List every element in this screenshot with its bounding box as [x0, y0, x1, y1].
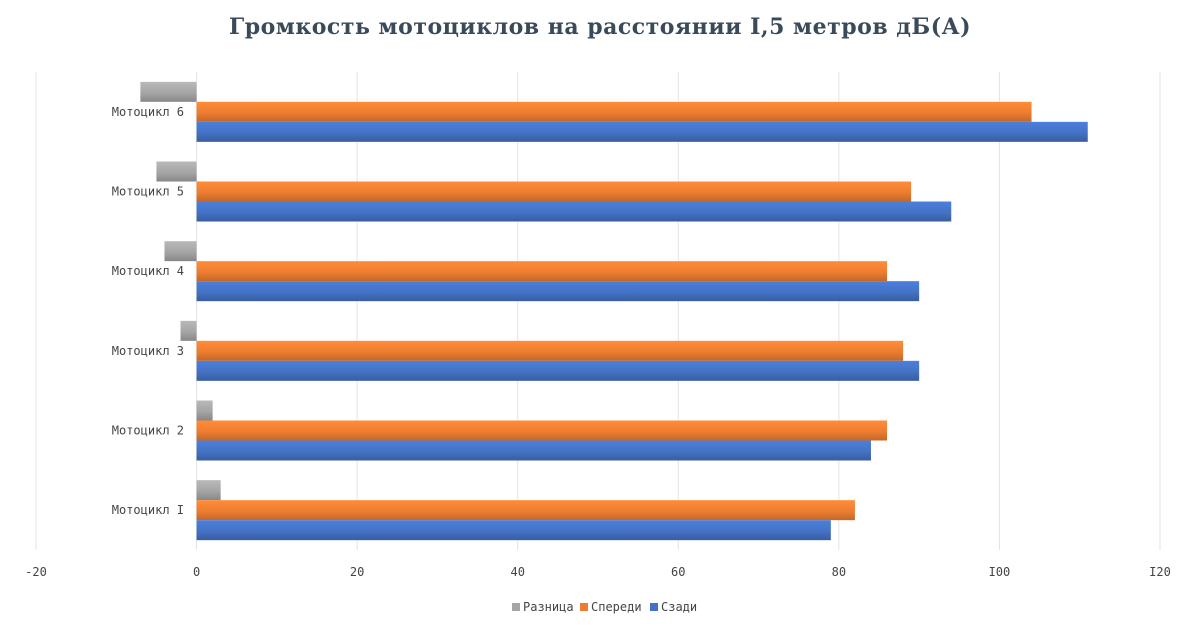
bar-Разница-Мотоцикл-2: [196, 400, 213, 421]
legend: Разница Спереди Сзади: [512, 600, 697, 614]
legend-label: Разница: [523, 600, 574, 614]
chart-title: Громкость мотоциклов на расстоянии I,5 м…: [229, 14, 971, 40]
bar-Спереди-Мотоцикл-I: [196, 500, 855, 521]
x-tick-label: -20: [25, 565, 47, 579]
x-tick-label: I00: [989, 565, 1011, 579]
bar-Разница-Мотоцикл-4: [164, 241, 197, 262]
category-label: Мотоцикл 2: [112, 424, 184, 438]
x-tick-label: 20: [350, 565, 364, 579]
bar-Сзади-Мотоцикл-4: [196, 281, 920, 302]
category-labels: Мотоцикл I Мотоцикл 2 Мотоцикл 3 Мотоцикл 4…: [112, 105, 184, 517]
category-label: Мотоцикл 5: [112, 185, 184, 199]
bars: [140, 81, 1088, 541]
x-axis-tick-labels: -20 0 20 40 60 80 I00 I20: [25, 565, 1171, 579]
legend-swatch: [650, 603, 658, 611]
bar-Сзади-Мотоцикл-6: [196, 121, 1088, 142]
x-tick-label: 80: [832, 565, 846, 579]
bar-Разница-Мотоцикл-5: [156, 161, 197, 182]
x-tick-label: 0: [193, 565, 200, 579]
x-tick-label: 60: [671, 565, 685, 579]
gridlines: [35, 72, 1161, 550]
bar-Спереди-Мотоцикл-5: [196, 181, 912, 202]
x-tick-label: 40: [510, 565, 524, 579]
bar-Спереди-Мотоцикл-6: [196, 101, 1032, 122]
bar-Сзади-Мотоцикл-5: [196, 201, 952, 222]
category-label: Мотоцикл 3: [112, 344, 184, 358]
category-label: Мотоцикл 4: [112, 264, 184, 278]
bar-Сзади-Мотоцикл-2: [196, 440, 871, 461]
legend-label: Спереди: [591, 600, 642, 614]
bar-Разница-Мотоцикл-3: [180, 320, 197, 341]
bar-Спереди-Мотоцикл-3: [196, 340, 904, 361]
bar-Разница-Мотоцикл-I: [196, 480, 221, 501]
legend-swatch: [512, 603, 520, 611]
bar-Сзади-Мотоцикл-I: [196, 520, 831, 541]
category-label: Мотоцикл I: [112, 503, 184, 517]
bar-Спереди-Мотоцикл-4: [196, 261, 888, 282]
legend-label: Сзади: [661, 600, 697, 614]
category-label: Мотоцикл 6: [112, 105, 184, 119]
x-tick-label: I20: [1149, 565, 1171, 579]
bar-Разница-Мотоцикл-6: [140, 81, 197, 102]
bar-Сзади-Мотоцикл-3: [196, 360, 920, 381]
bar-Спереди-Мотоцикл-2: [196, 420, 888, 441]
legend-swatch: [580, 603, 588, 611]
